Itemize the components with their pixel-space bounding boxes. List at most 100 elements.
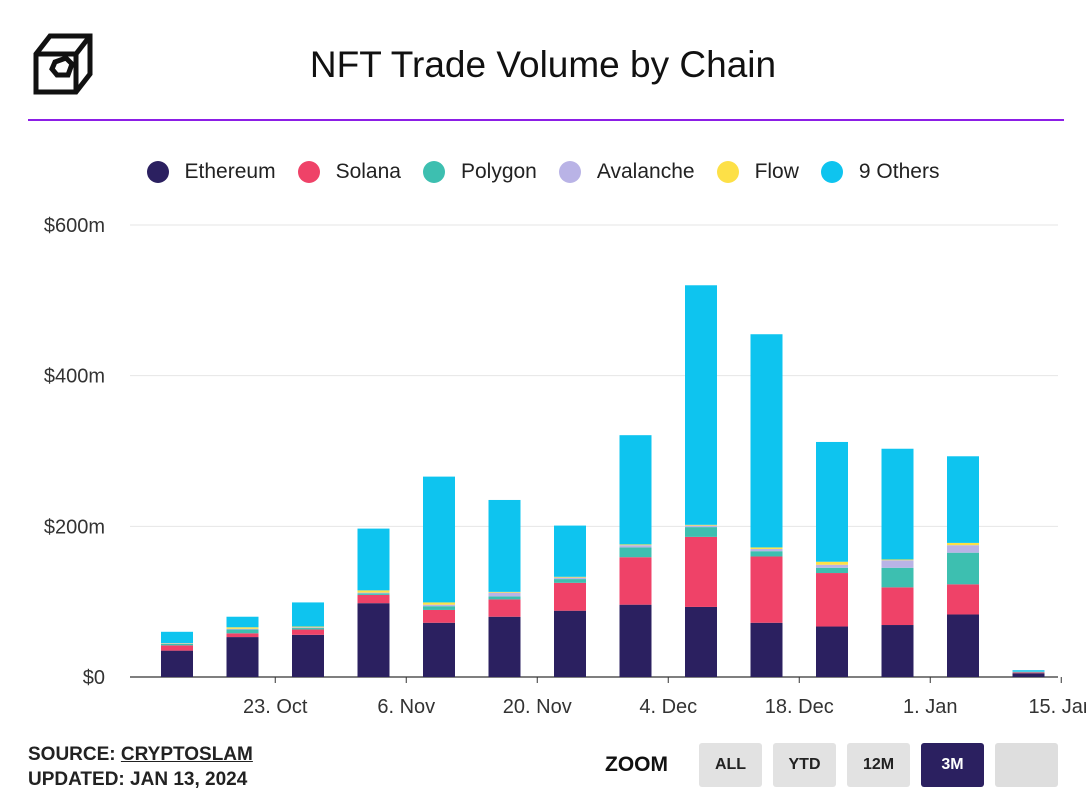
bar-segment-solana bbox=[161, 645, 193, 651]
bar-segment-avalanche bbox=[619, 545, 652, 548]
bar-segment-solana bbox=[1012, 672, 1045, 674]
bar-segment-solana bbox=[750, 556, 783, 623]
bar-segment-solana bbox=[685, 536, 717, 607]
bar-segment-polygon bbox=[292, 628, 324, 630]
x-tick-label: 6. Nov bbox=[377, 696, 435, 718]
bar-segment-solana bbox=[226, 633, 259, 638]
y-tick-label: $0 bbox=[83, 667, 105, 689]
bar-segment-ethereum bbox=[750, 622, 783, 677]
bar-segment-flow bbox=[357, 590, 390, 593]
bar-segment-solana bbox=[292, 629, 324, 635]
bar-segment-polygon bbox=[881, 567, 914, 588]
legend-dot-icon bbox=[297, 161, 320, 183]
bar-segment-9-others bbox=[881, 448, 914, 560]
legend-item-ethereum[interactable]: Ethereum bbox=[146, 160, 276, 184]
bar-segment-avalanche bbox=[423, 604, 455, 607]
bar-segment-solana bbox=[357, 594, 390, 604]
zoom-ytd-button[interactable]: YTD bbox=[773, 743, 836, 787]
bar-segment-9-others bbox=[423, 476, 455, 603]
bar-segment-flow bbox=[226, 627, 259, 629]
bar-segment-polygon bbox=[161, 643, 193, 646]
bar-segment-9-others bbox=[357, 528, 390, 591]
bar-segment-polygon bbox=[423, 606, 455, 610]
stacked-bar-chart: $0 $200m $400m $600m 23. Oct 6. Nov 20. Nov 4. … bbox=[44, 215, 1086, 718]
bar-segment-9-others bbox=[947, 456, 979, 543]
bar-segment-flow bbox=[750, 547, 783, 549]
bar-segment-ethereum bbox=[488, 616, 521, 677]
bar-segment-avalanche bbox=[881, 560, 914, 568]
zoom-controls: ZOOM ALL YTD 12M 3M bbox=[605, 743, 1058, 787]
legend-label: Flow bbox=[754, 160, 799, 183]
bar-segment-avalanche bbox=[488, 592, 521, 597]
source-link[interactable]: CRYPTOSLAM bbox=[120, 744, 253, 765]
legend-dot-icon bbox=[820, 161, 843, 183]
bar-segment-polygon bbox=[554, 579, 586, 583]
legend-item-solana[interactable]: Solana bbox=[297, 160, 401, 184]
bar-segment-polygon bbox=[357, 593, 390, 595]
bar-segment-solana bbox=[947, 584, 979, 615]
bar-segment-flow bbox=[488, 591, 521, 593]
bar-segment-9-others bbox=[292, 602, 324, 627]
bar-segment-flow bbox=[685, 524, 717, 526]
logo-icon bbox=[33, 33, 93, 95]
bar-segment-ethereum bbox=[816, 626, 848, 677]
x-tick-label: 23. Oct bbox=[243, 696, 308, 718]
legend-dot-icon bbox=[558, 161, 581, 183]
bar-segment-ethereum bbox=[685, 606, 717, 677]
bar-segment-9-others bbox=[619, 435, 652, 545]
bar-segment-solana bbox=[488, 599, 521, 617]
bar-segment-polygon bbox=[685, 527, 717, 537]
bar-segment-polygon bbox=[947, 552, 979, 585]
bar-segment-ethereum bbox=[554, 610, 586, 677]
bar-segment-flow bbox=[292, 626, 324, 628]
legend-dot-icon bbox=[146, 161, 169, 183]
legend-item-others[interactable]: 9 Others bbox=[820, 160, 939, 184]
bar-segment-ethereum bbox=[357, 603, 390, 677]
zoom-all-button[interactable]: ALL bbox=[699, 743, 762, 787]
bar-segment-polygon bbox=[619, 547, 652, 558]
bar-segment-ethereum bbox=[226, 637, 259, 677]
bar-segment-avalanche bbox=[947, 545, 979, 553]
x-tick-label: 4. Dec bbox=[639, 696, 697, 718]
legend-item-avalanche[interactable]: Avalanche bbox=[558, 160, 695, 184]
bar-segment-ethereum bbox=[292, 634, 324, 677]
chart-legend: Ethereum Solana Polygon Avalanche Flow 9… bbox=[0, 160, 1086, 184]
y-tick-label: $200m bbox=[44, 516, 105, 538]
legend-item-flow[interactable]: Flow bbox=[716, 160, 799, 184]
bar-segment-ethereum bbox=[423, 622, 455, 677]
zoom-extra-button[interactable] bbox=[995, 743, 1058, 787]
bar-segment-polygon bbox=[750, 551, 783, 557]
source-prefix: SOURCE: bbox=[28, 744, 121, 765]
bar-segment-flow bbox=[554, 576, 586, 578]
legend-label: Solana bbox=[335, 160, 401, 183]
legend-dot-icon bbox=[716, 161, 739, 183]
legend-item-polygon[interactable]: Polygon bbox=[422, 160, 537, 184]
bar-segment-9-others bbox=[226, 616, 259, 628]
bar-segment-avalanche bbox=[357, 592, 390, 594]
bar-segment-flow bbox=[619, 544, 652, 546]
bar-segment-9-others bbox=[685, 285, 717, 525]
y-tick-label: $400m bbox=[44, 366, 105, 388]
bar-segment-solana bbox=[423, 609, 455, 623]
bar-segment-solana bbox=[816, 573, 848, 627]
legend-dot-icon bbox=[422, 161, 445, 183]
y-tick-label: $600m bbox=[44, 215, 105, 237]
bar-segment-flow bbox=[423, 602, 455, 605]
bar-segment-avalanche bbox=[685, 525, 717, 528]
bar-segment-9-others bbox=[554, 525, 586, 577]
bar-segment-avalanche bbox=[226, 628, 259, 630]
x-tick-label: 15. Jan bbox=[1028, 696, 1086, 718]
x-tick-label: 18. Dec bbox=[765, 696, 834, 718]
zoom-12m-button[interactable]: 12M bbox=[847, 743, 910, 787]
bar-segment-solana bbox=[554, 582, 586, 611]
legend-label: Polygon bbox=[460, 160, 537, 183]
zoom-3m-button[interactable]: 3M bbox=[921, 743, 984, 787]
bar-segment-ethereum bbox=[881, 625, 914, 677]
bar-segment-polygon bbox=[816, 567, 848, 574]
legend-label: Ethereum bbox=[184, 160, 276, 183]
bar-segment-flow bbox=[881, 559, 914, 561]
bar-segment-polygon bbox=[226, 629, 259, 634]
bar-segment-ethereum bbox=[947, 614, 979, 677]
bar-segment-9-others bbox=[750, 334, 783, 548]
bar-segment-avalanche bbox=[816, 564, 848, 568]
